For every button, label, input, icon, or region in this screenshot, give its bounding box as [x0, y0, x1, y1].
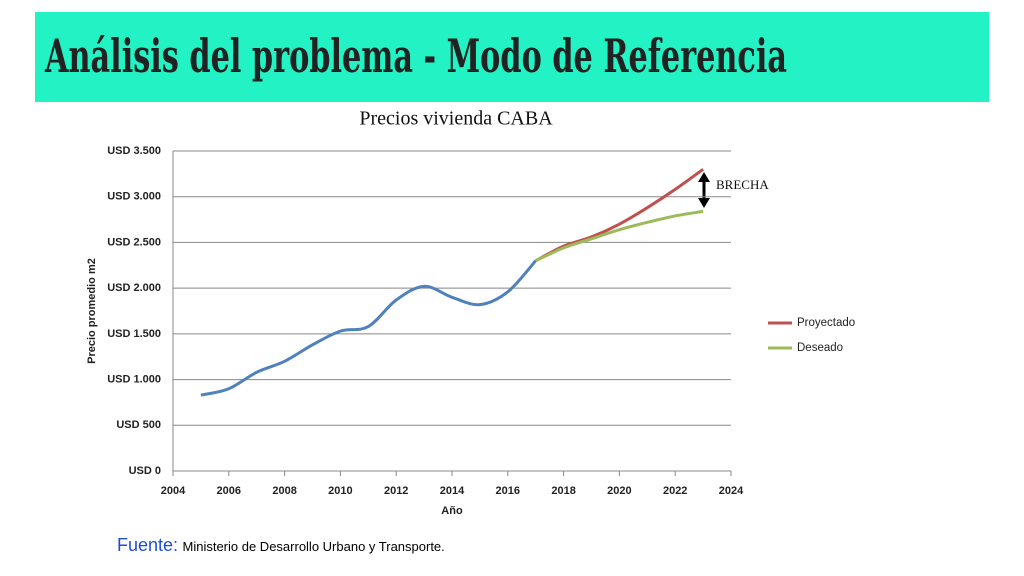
x-tick-label: 2006 — [217, 485, 241, 497]
x-tick-label: 2024 — [719, 485, 744, 497]
source-label: Fuente: — [117, 535, 179, 555]
x-tick-label: 2018 — [551, 485, 575, 497]
x-tick-label: 2022 — [663, 485, 687, 497]
legend-label: Deseado — [797, 342, 843, 354]
y-tick-label: USD 1.000 — [107, 373, 161, 385]
slide-title: Análisis del problema - Modo de Referenc… — [44, 29, 787, 83]
y-tick-label: USD 2.000 — [107, 282, 161, 294]
y-tick-label: USD 2.500 — [107, 236, 161, 248]
x-tick-label: 2020 — [607, 485, 631, 497]
y-tick-label: USD 0 — [129, 465, 161, 477]
y-tick-label: USD 3.000 — [107, 191, 161, 203]
x-tick-label: 2004 — [161, 485, 186, 497]
annotation: BRECHA — [716, 177, 769, 192]
series-line — [535, 209, 704, 263]
arrow-head — [698, 172, 710, 182]
x-tick-label: 2010 — [328, 485, 352, 497]
x-axis-label: Año — [441, 505, 463, 517]
legend-label: Proyectado — [797, 317, 855, 329]
source-note: Fuente: Ministerio de Desarrollo Urbano … — [117, 535, 445, 556]
y-tick-label: USD 1.500 — [107, 328, 161, 340]
title-banner — [35, 12, 989, 102]
arrow-head — [698, 198, 710, 208]
x-tick-label: 2016 — [496, 485, 520, 497]
x-tick-label: 2014 — [440, 485, 465, 497]
x-tick-label: 2012 — [384, 485, 408, 497]
series-line — [534, 168, 704, 263]
source-text: Ministerio de Desarrollo Urbano y Transp… — [182, 539, 445, 554]
y-tick-label: USD 3.500 — [107, 145, 161, 157]
chart-title: Precios vivienda CABA — [359, 108, 553, 130]
x-tick-label: 2008 — [272, 485, 296, 497]
series-line — [200, 259, 537, 397]
y-tick-label: USD 500 — [116, 419, 161, 431]
y-axis-label: Precio promedio m2 — [86, 258, 98, 364]
gap-arrow — [698, 172, 710, 208]
